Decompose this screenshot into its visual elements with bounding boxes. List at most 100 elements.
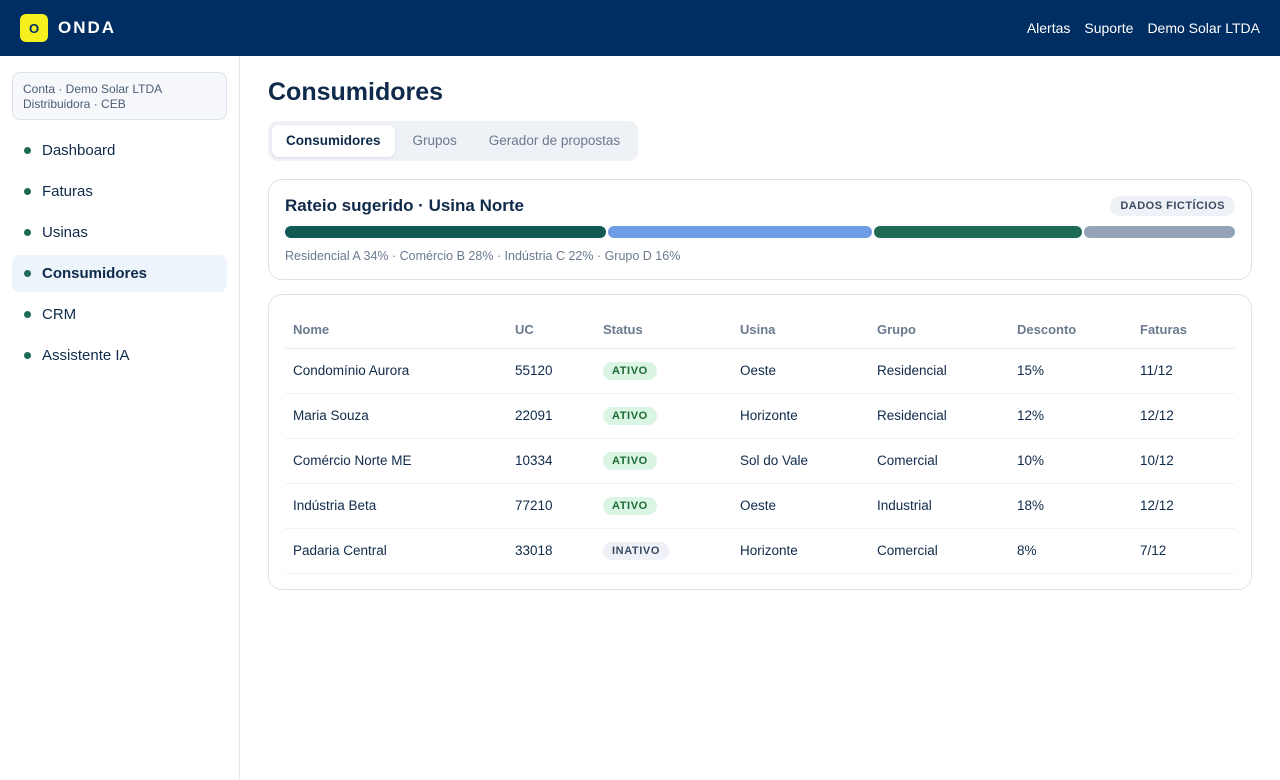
alertas-link[interactable]: Alertas [1026, 20, 1071, 36]
cell-faturas: 12/12 [1132, 393, 1235, 439]
column-header-grupo[interactable]: Grupo [869, 311, 1009, 349]
cell-grupo: Comercial [869, 438, 1009, 484]
cell-usina: Sol do Vale [732, 438, 869, 484]
account-line: Conta · Demo Solar LTDA [23, 82, 163, 96]
bullet-icon [24, 311, 31, 318]
cell-nome: Indústria Beta [285, 483, 507, 529]
rateio-bar [285, 226, 1235, 238]
sidebar-item-consumidores[interactable]: Consumidores [12, 255, 227, 292]
distributor-line: Distribuidora · CEB [23, 97, 126, 111]
rateio-segment-3 [874, 226, 1082, 238]
rateio-segment-2 [607, 226, 873, 238]
status-cell: ATIVO [595, 348, 732, 394]
cell-desconto: 8% [1009, 528, 1132, 574]
cell-nome: Padaria Central [285, 528, 507, 574]
column-header-desconto[interactable]: Desconto [1009, 311, 1132, 349]
tab-bar: Consumidores Grupos Gerador de propostas [268, 121, 639, 161]
cell-faturas: 10/12 [1132, 438, 1235, 484]
rateio-legend: Residencial A 34% · Comércio B 28% · Ind… [285, 249, 681, 263]
cell-desconto: 15% [1009, 348, 1132, 394]
table-row[interactable]: Indústria Beta 77210 ATIVO Oeste Industrial 1… [285, 483, 1235, 529]
cell-grupo: Residencial [869, 348, 1009, 394]
page-title: Consumidores [268, 78, 444, 106]
cell-grupo: Industrial [869, 483, 1009, 529]
rateio-segment-4 [1083, 226, 1235, 238]
sidebar-item-label: Faturas [42, 183, 93, 200]
fictitious-data-badge: DADOS FICTÍCIOS [1110, 196, 1235, 216]
rateio-segment-1 [285, 226, 606, 238]
cell-uc: 22091 [507, 393, 595, 439]
sidebar-item-label: Dashboard [42, 142, 116, 159]
brand[interactable]: O ONDA [20, 14, 116, 42]
top-links: Alertas Suporte Demo Solar LTDA [1027, 20, 1260, 36]
bullet-icon [24, 188, 31, 195]
table-header-row: Nome UC Status Usina Grupo Desconto Fatu… [285, 311, 1235, 349]
status-cell: INATIVO [595, 528, 732, 574]
status-cell: ATIVO [595, 438, 732, 484]
consumers-table-card: Nome UC Status Usina Grupo Desconto Fatu… [268, 294, 1252, 590]
cell-nome: Comércio Norte ME [285, 438, 507, 484]
sidebar-item-dashboard[interactable]: Dashboard [12, 132, 227, 169]
status-badge: INATIVO [603, 541, 669, 560]
status-cell: ATIVO [595, 393, 732, 439]
sidebar-item-crm[interactable]: CRM [12, 296, 227, 333]
brand-name: ONDA [58, 18, 117, 37]
column-header-faturas[interactable]: Faturas [1132, 311, 1235, 349]
tab-gerador-propostas[interactable]: Gerador de propostas [488, 133, 621, 148]
cell-usina: Horizonte [732, 528, 869, 574]
cell-faturas: 7/12 [1132, 528, 1235, 574]
cell-uc: 33018 [507, 528, 595, 574]
cell-grupo: Comercial [869, 528, 1009, 574]
sidebar-item-label: Usinas [42, 224, 88, 241]
tab-consumidores[interactable]: Consumidores [272, 125, 395, 157]
cell-grupo: Residencial [869, 393, 1009, 439]
cell-faturas: 11/12 [1132, 348, 1235, 394]
cell-faturas: 12/12 [1132, 483, 1235, 529]
cell-usina: Horizonte [732, 393, 869, 439]
sidebar-item-faturas[interactable]: Faturas [12, 173, 227, 210]
sidebar: Conta · Demo Solar LTDA Distribuidora · … [0, 56, 240, 780]
consumers-table: Nome UC Status Usina Grupo Desconto Fatu… [285, 311, 1235, 574]
status-badge: ATIVO [603, 451, 657, 470]
status-cell: ATIVO [595, 483, 732, 529]
account-info: Conta · Demo Solar LTDA Distribuidora · … [12, 72, 227, 120]
column-header-status[interactable]: Status [595, 311, 732, 349]
cell-uc: 77210 [507, 483, 595, 529]
cell-nome: Maria Souza [285, 393, 507, 439]
table-row[interactable]: Maria Souza 22091 ATIVO Horizonte Residencia… [285, 393, 1235, 439]
status-badge: ATIVO [603, 496, 657, 515]
cell-desconto: 18% [1009, 483, 1132, 529]
status-badge: ATIVO [603, 361, 657, 380]
table-row[interactable]: Padaria Central 33018 INATIVO Horizonte Come… [285, 528, 1235, 574]
logo-icon: O [20, 14, 48, 42]
cell-usina: Oeste [732, 348, 869, 394]
status-badge: ATIVO [603, 406, 657, 425]
cell-usina: Oeste [732, 483, 869, 529]
rateio-title: Rateio sugerido · Usina Norte [285, 196, 524, 215]
rateio-card: Rateio sugerido · Usina Norte DADOS FICT… [268, 179, 1252, 280]
top-bar: O ONDA Alertas Suporte Demo Solar LTDA [0, 0, 1280, 56]
table-row[interactable]: Condomínio Aurora 55120 ATIVO Oeste Residenc… [285, 348, 1235, 394]
cell-nome: Condomínio Aurora [285, 348, 507, 394]
cell-uc: 55120 [507, 348, 595, 394]
sidebar-item-assistente-ia[interactable]: Assistente IA [12, 337, 227, 374]
sidebar-item-label: CRM [42, 306, 77, 323]
tab-grupos[interactable]: Grupos [412, 133, 457, 148]
bullet-icon [24, 352, 31, 359]
suporte-link[interactable]: Suporte [1084, 20, 1134, 36]
column-header-nome[interactable]: Nome [285, 311, 507, 349]
sidebar-item-label: Assistente IA [42, 347, 130, 364]
main-content: Consumidores Consumidores Grupos Gerador… [268, 56, 1252, 590]
sidebar-item-usinas[interactable]: Usinas [12, 214, 227, 251]
sidebar-item-label: Consumidores [42, 265, 148, 282]
bullet-icon [24, 147, 31, 154]
cell-uc: 10334 [507, 438, 595, 484]
cell-desconto: 12% [1009, 393, 1132, 439]
column-header-usina[interactable]: Usina [732, 311, 869, 349]
bullet-icon [24, 229, 31, 236]
column-header-uc[interactable]: UC [507, 311, 595, 349]
account-link[interactable]: Demo Solar LTDA [1147, 20, 1260, 36]
sidebar-nav: Dashboard Faturas Usinas Consumidores CR… [12, 132, 227, 374]
cell-desconto: 10% [1009, 438, 1132, 484]
table-row[interactable]: Comércio Norte ME 10334 ATIVO Sol do Vale Co… [285, 438, 1235, 484]
